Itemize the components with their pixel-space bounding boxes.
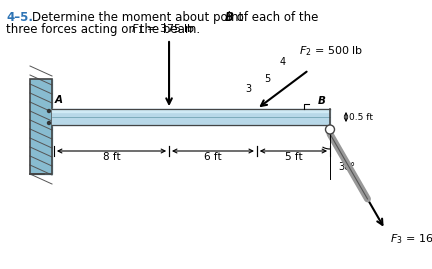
- Text: $F_1$ = 375 lb: $F_1$ = 375 lb: [131, 22, 195, 36]
- Text: of each of the: of each of the: [233, 11, 318, 24]
- Bar: [30, 79, 52, 174]
- Circle shape: [325, 125, 334, 134]
- Text: three forces acting on the beam.: three forces acting on the beam.: [6, 23, 200, 36]
- Text: 8 ft: 8 ft: [103, 152, 121, 162]
- Text: 4: 4: [280, 57, 286, 67]
- Bar: [52, 109, 330, 125]
- Text: 30°: 30°: [338, 162, 355, 172]
- Text: 5 ft: 5 ft: [285, 152, 302, 162]
- Text: B: B: [225, 11, 234, 24]
- Bar: [52, 109, 330, 112]
- Text: $F_3$ = 160 lb: $F_3$ = 160 lb: [390, 232, 432, 246]
- Text: B: B: [318, 96, 326, 106]
- Text: 3: 3: [246, 84, 252, 94]
- Text: $F_2$ = 500 lb: $F_2$ = 500 lb: [299, 44, 363, 58]
- Text: 0.5 ft: 0.5 ft: [349, 112, 373, 122]
- Text: 6 ft: 6 ft: [204, 152, 222, 162]
- Bar: [30, 79, 52, 174]
- Circle shape: [48, 122, 51, 125]
- Text: A: A: [55, 95, 63, 105]
- Circle shape: [48, 109, 51, 112]
- Text: Determine the moment about point: Determine the moment about point: [32, 11, 247, 24]
- Text: 5: 5: [264, 75, 271, 84]
- Text: 4–5.: 4–5.: [6, 11, 33, 24]
